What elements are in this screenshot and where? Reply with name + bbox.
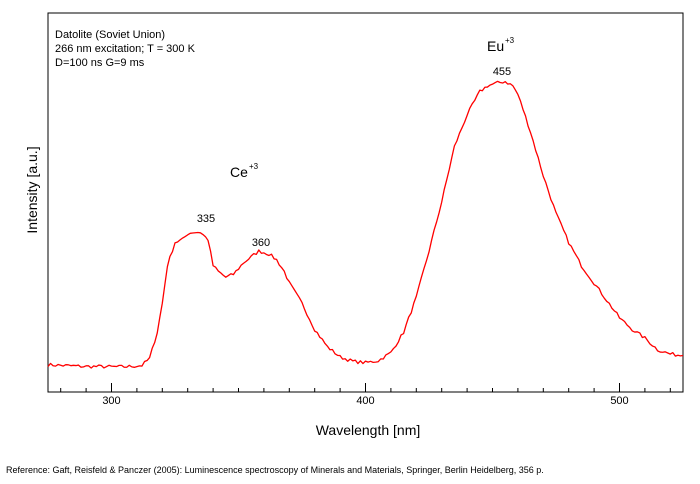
ion-eu-base: Eu — [487, 38, 504, 54]
x-tick-label: 500 — [610, 395, 628, 407]
info-block: Datolite (Soviet Union) 266 nm excitatio… — [55, 29, 196, 69]
spectrum-line — [47, 80, 684, 369]
info-line-2: 266 nm excitation; T = 300 K — [55, 43, 196, 55]
x-major-ticks — [111, 383, 620, 392]
y-axis-title: Intensity [a.u.] — [24, 146, 40, 233]
ion-label-ce: Ce +3 — [230, 162, 259, 180]
info-line-1: Datolite (Soviet Union) — [55, 29, 165, 41]
peak-label-455: 455 — [493, 66, 511, 78]
ion-ce-charge: +3 — [249, 162, 259, 171]
ion-eu-charge: +3 — [505, 36, 515, 45]
peak-label-360: 360 — [252, 237, 270, 249]
x-tick-label: 400 — [356, 395, 374, 407]
x-tick-label: 300 — [102, 395, 120, 407]
reference-note: Reference: Gaft, Reisfeld & Panczer (200… — [6, 465, 544, 475]
peak-label-335: 335 — [197, 213, 215, 225]
info-line-3: D=100 ns G=9 ms — [55, 57, 145, 69]
ion-ce-base: Ce — [230, 164, 248, 180]
ion-label-eu: Eu +3 — [487, 36, 515, 54]
x-axis-title: Wavelength [nm] — [316, 422, 421, 438]
x-tick-labels: 300 400 500 — [102, 395, 628, 407]
plot-frame — [47, 12, 684, 393]
